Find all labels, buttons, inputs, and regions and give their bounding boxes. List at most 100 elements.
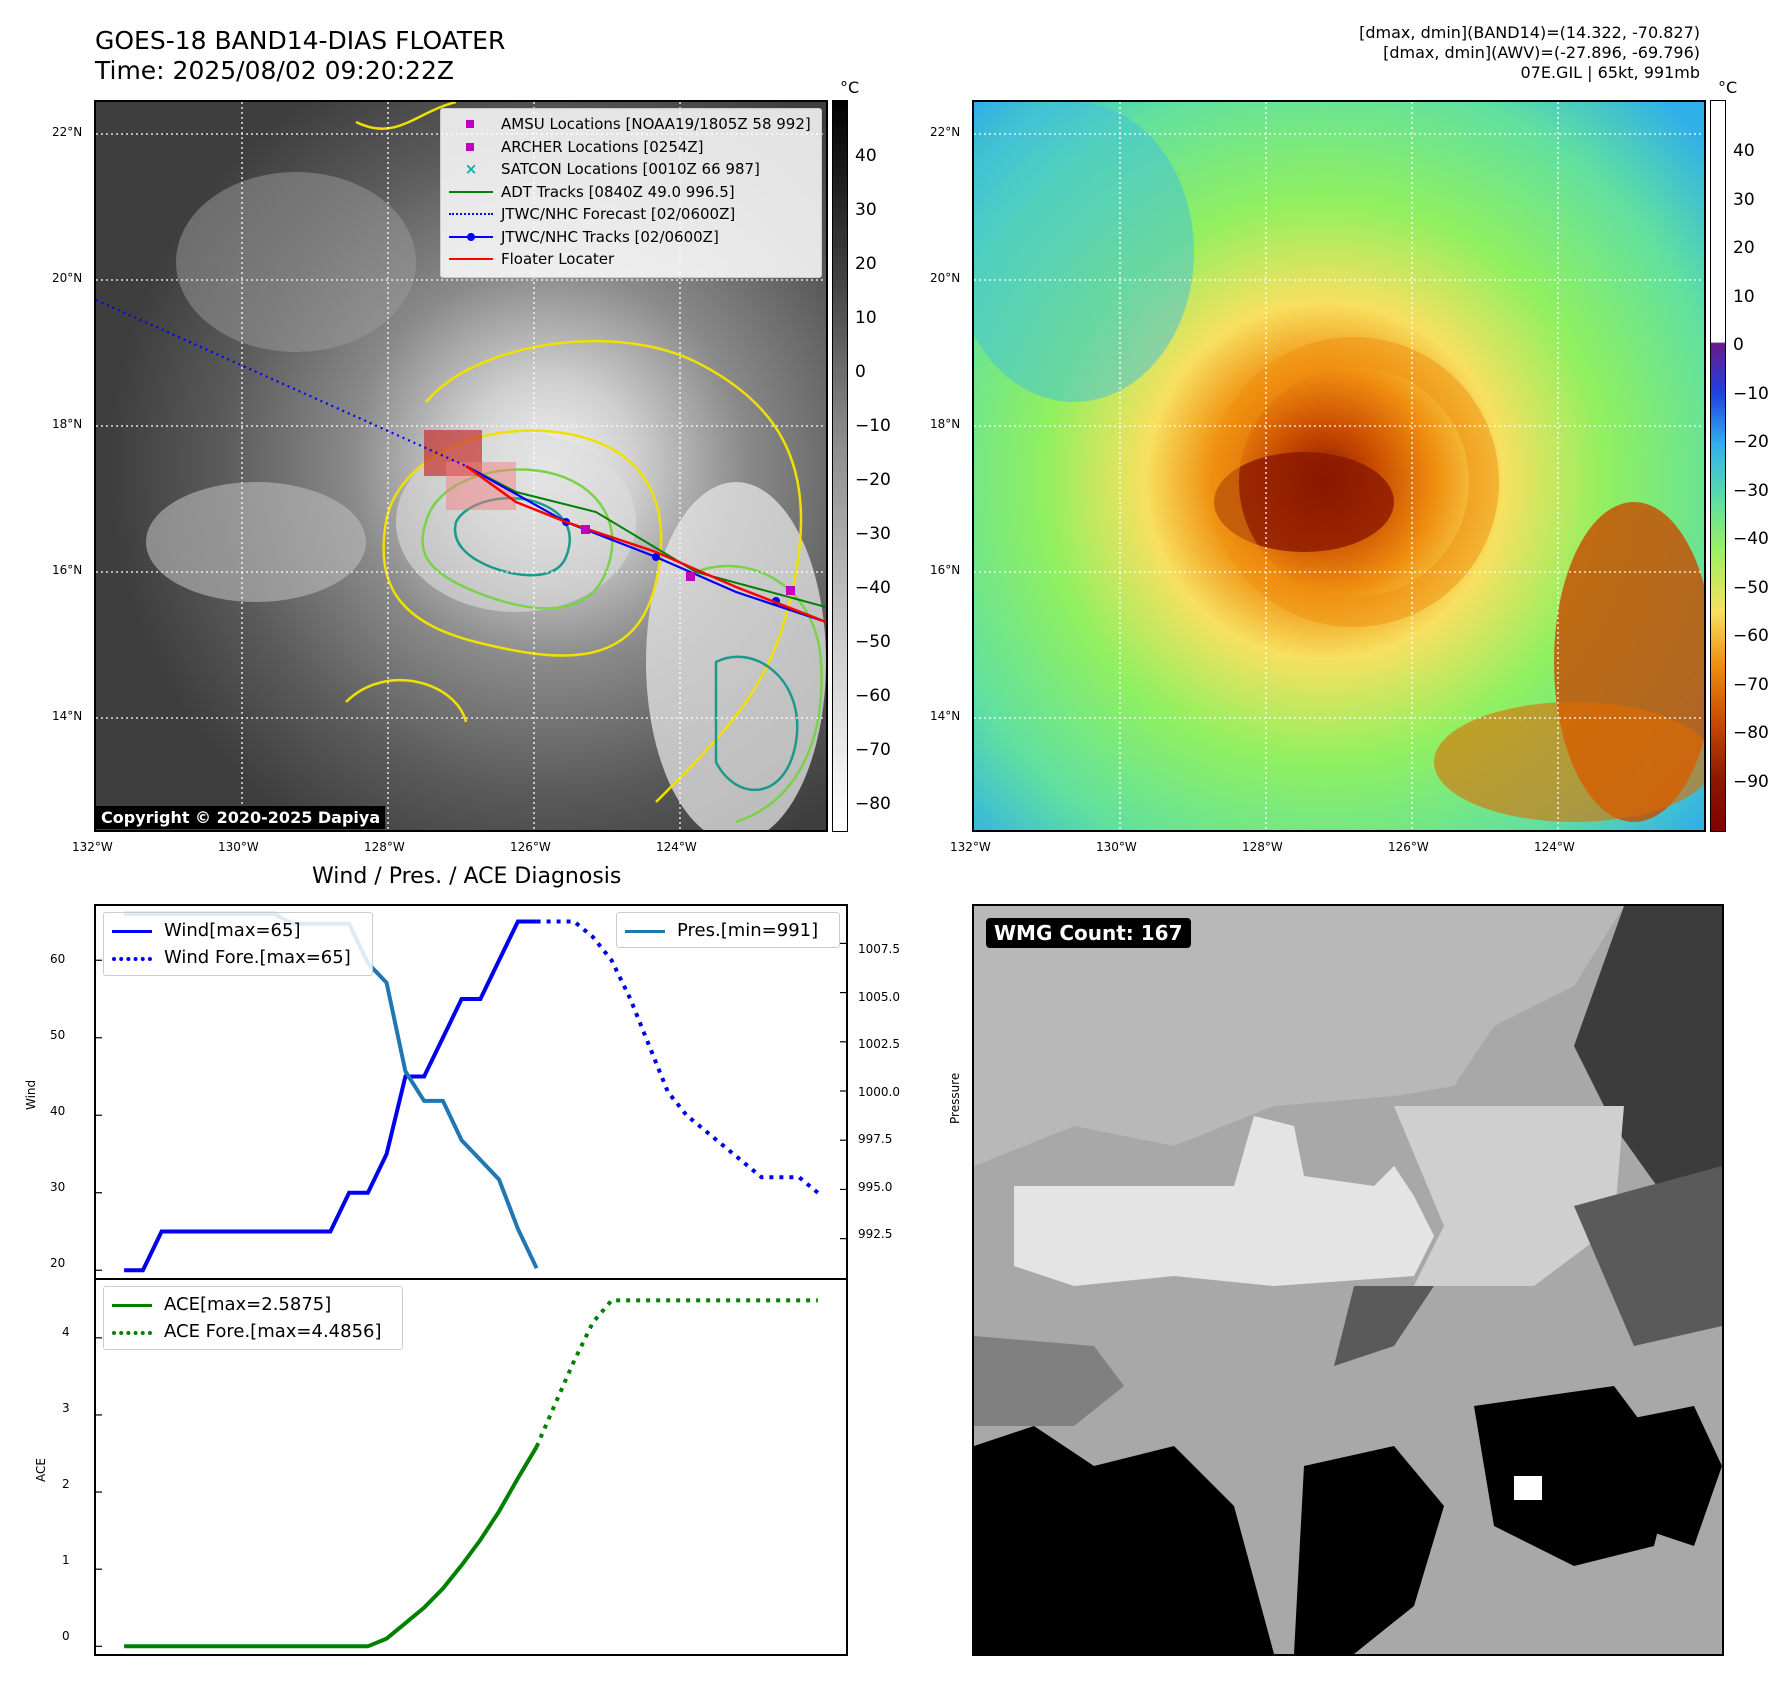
- legend-label: Pres.[min=991]: [677, 920, 819, 941]
- wind-tick: 40: [50, 1104, 66, 1118]
- left-cb-tick: 40: [855, 146, 877, 166]
- legend-item-floater: Floater Locater: [449, 248, 813, 271]
- legend-item-satcon: × SATCON Locations [0010Z 66 987]: [464, 160, 760, 179]
- lon-tick: 132°W: [950, 840, 991, 854]
- right-cb-tick: 30: [1733, 190, 1755, 210]
- wind-tick: 60: [50, 952, 66, 966]
- legend-label: AMSU Locations [NOAA19/1805Z 58 992]: [501, 115, 811, 134]
- lon-tick: 130°W: [218, 840, 259, 854]
- figure-title: GOES-18 BAND14-DIAS FLOATER: [95, 26, 506, 55]
- ace-tick: 0: [62, 1629, 70, 1643]
- legend-item-ace-fore: ACE Fore.[max=4.4856]: [112, 1318, 394, 1345]
- right-cb-tick: −50: [1733, 578, 1769, 598]
- lon-tick: 126°W: [510, 840, 551, 854]
- legend-label: ACE[max=2.5875]: [164, 1294, 332, 1315]
- lat-tick: 14°N: [930, 709, 961, 723]
- legend-item-adt: ADT Tracks [0840Z 49.0 996.5]: [449, 181, 813, 204]
- legend-label: JTWC/NHC Tracks [02/0600Z]: [501, 227, 719, 246]
- left-cb-tick: −50: [855, 632, 891, 652]
- left-cb-tick: −20: [855, 470, 891, 490]
- right-cb-tick: 20: [1733, 238, 1755, 258]
- wind-tick: 20: [50, 1256, 66, 1270]
- pressure-tick: 1007.5: [858, 942, 900, 956]
- left-colorbar: [832, 100, 848, 832]
- left-colorbar-unit: °C: [840, 78, 860, 97]
- legend-item-tracks: JTWC/NHC Tracks [02/0600Z]: [449, 226, 813, 249]
- ace-plot: [96, 1298, 818, 1649]
- pressure-tick: 995.0: [858, 1180, 893, 1194]
- lat-tick: 20°N: [52, 271, 83, 285]
- wind-tick: 30: [50, 1180, 66, 1194]
- info-awv: [dmax, dmin](AWV)=(-27.896, -69.796): [1383, 43, 1700, 62]
- legend-label: Wind Fore.[max=65]: [164, 947, 351, 968]
- pressure-tick: 992.5: [858, 1227, 893, 1241]
- diagnosis-title: Wind / Pres. / ACE Diagnosis: [312, 864, 622, 889]
- lon-tick: 124°W: [656, 840, 697, 854]
- wind-legend: Wind[max=65] Wind Fore.[max=65]: [103, 912, 373, 976]
- right-cb-tick: −20: [1733, 432, 1769, 452]
- ace-chart: [94, 1278, 848, 1656]
- legend-label: ADT Tracks [0840Z 49.0 996.5]: [501, 182, 735, 201]
- right-cb-tick: −70: [1733, 675, 1769, 695]
- ir-map-legend: AMSU Locations [NOAA19/1805Z 58 992] ARC…: [440, 108, 822, 278]
- wind-axis-label: Wind: [24, 1079, 38, 1110]
- right-cb-tick: 10: [1733, 287, 1755, 307]
- lon-tick: 126°W: [1388, 840, 1429, 854]
- lat-tick: 22°N: [930, 125, 961, 139]
- figure-time: Time: 2025/08/02 09:20:22Z: [95, 56, 454, 85]
- pressure-tick: 1000.0: [858, 1085, 900, 1099]
- legend-label: ACE Fore.[max=4.4856]: [164, 1321, 382, 1342]
- pressure-legend: Pres.[min=991]: [616, 912, 840, 948]
- ace-series-line: [124, 1445, 539, 1649]
- wind-forecast-line: [536, 919, 820, 1195]
- pressure-axis-label: Pressure: [948, 1072, 962, 1124]
- color-ir-map-panel: [972, 100, 1706, 832]
- pressure-tick: 1005.0: [858, 990, 900, 1004]
- legend-label: Floater Locater: [501, 250, 615, 269]
- lon-tick: 132°W: [72, 840, 113, 854]
- left-cb-tick: 30: [855, 200, 877, 220]
- info-band14: [dmax, dmin](BAND14)=(14.322, -70.827): [1359, 23, 1700, 42]
- legend-label: Wind[max=65]: [164, 920, 301, 941]
- legend-label: SATCON Locations [0010Z 66 987]: [501, 160, 760, 179]
- legend-item-pressure: Pres.[min=991]: [625, 917, 831, 944]
- legend-item-ace: ACE[max=2.5875]: [112, 1291, 394, 1318]
- legend-item-wind: Wind[max=65]: [112, 917, 364, 944]
- right-cb-tick: 0: [1733, 335, 1744, 355]
- left-cb-tick: −10: [855, 416, 891, 436]
- lat-tick: 16°N: [930, 563, 961, 577]
- lat-tick: 18°N: [930, 417, 961, 431]
- left-cb-tick: −80: [855, 794, 891, 814]
- legend-item-amsu: AMSU Locations [NOAA19/1805Z 58 992]: [449, 113, 813, 136]
- wind-tick: 50: [50, 1028, 66, 1042]
- wind-series-line: [124, 919, 537, 1273]
- lat-tick: 16°N: [52, 563, 83, 577]
- lon-tick: 130°W: [1096, 840, 1137, 854]
- right-cb-tick: −30: [1733, 481, 1769, 501]
- legend-item-archer: ARCHER Locations [0254Z]: [449, 136, 813, 159]
- lon-tick: 128°W: [364, 840, 405, 854]
- left-cb-tick: −30: [855, 524, 891, 544]
- left-cb-tick: −40: [855, 578, 891, 598]
- color-ir-map-image: [974, 102, 1704, 830]
- ace-legend: ACE[max=2.5875] ACE Fore.[max=4.4856]: [103, 1286, 403, 1350]
- left-cb-tick: 20: [855, 254, 877, 274]
- left-cb-tick: −70: [855, 740, 891, 760]
- ace-tick: 2: [62, 1477, 70, 1491]
- lon-tick: 128°W: [1242, 840, 1283, 854]
- ace-tick: 3: [62, 1401, 70, 1415]
- right-colorbar: [1710, 100, 1726, 832]
- lat-tick: 22°N: [52, 125, 83, 139]
- right-colorbar-unit: °C: [1718, 78, 1738, 97]
- legend-item-forecast: JTWC/NHC Forecast [02/0600Z]: [449, 203, 813, 226]
- ace-axis-label: ACE: [34, 1458, 48, 1482]
- lat-tick: 20°N: [930, 271, 961, 285]
- pressure-tick: 997.5: [858, 1132, 893, 1146]
- left-cb-tick: −60: [855, 686, 891, 706]
- legend-label: ARCHER Locations [0254Z]: [501, 137, 704, 156]
- right-cb-tick: −40: [1733, 529, 1769, 549]
- pressure-tick: 1002.5: [858, 1037, 900, 1051]
- right-cb-tick: −10: [1733, 384, 1769, 404]
- right-cb-tick: −80: [1733, 723, 1769, 743]
- wmg-panel: [972, 904, 1724, 1656]
